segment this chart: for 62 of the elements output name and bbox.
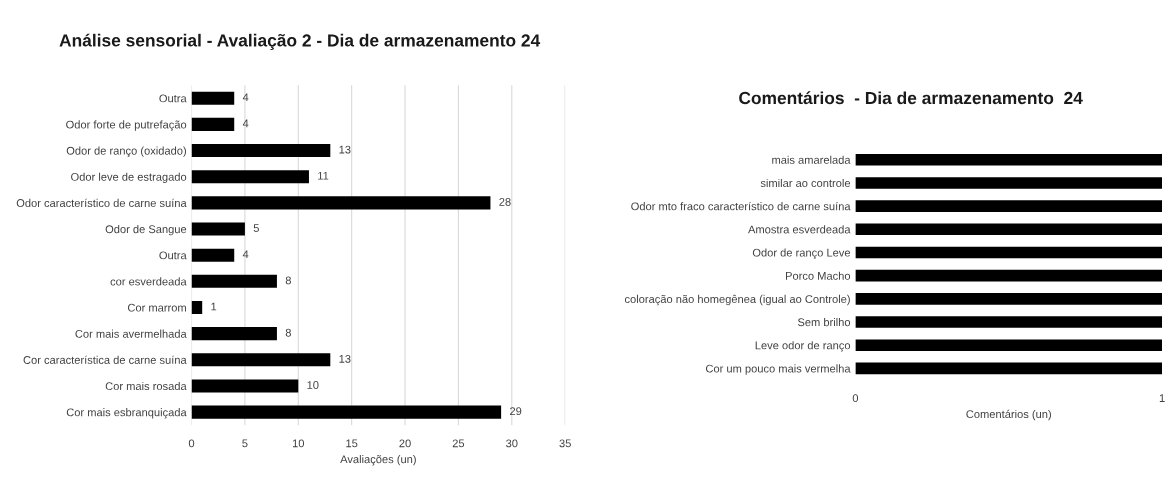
x-tick-label: 0 [852, 394, 859, 403]
chart-title: Análise sensorial - Avaliação 2 - Dia de armazenamento 24 [59, 33, 541, 51]
data-label: 8 [285, 328, 291, 337]
data-label: 10 [307, 381, 319, 389]
y-tick-label: similar ao controle [760, 178, 851, 188]
y-tick-label: Cor mais avermelhada [75, 329, 187, 338]
data-label: 4 [242, 119, 249, 128]
y-tick-label: Cor mais rosada [105, 381, 187, 391]
bar [191, 222, 245, 236]
bar [191, 196, 491, 210]
y-tick-label: coloração não homegênea (igual ao Controle) [624, 294, 850, 306]
y-tick-label: Amostra esverdeada [748, 225, 851, 234]
y-tick-label: mais amarelada [772, 155, 851, 164]
x-tick-label: 0 [188, 439, 195, 448]
y-tick-label: cor esverdeada [110, 277, 187, 286]
y-tick-label: Leve odor de ranço [755, 341, 851, 352]
x-tick-label: 20 [399, 439, 411, 448]
bar [191, 327, 277, 341]
chart-title: Comentários - Dia de armazenamento 24 [739, 91, 1083, 105]
bar [191, 170, 309, 184]
bar [191, 405, 502, 419]
x-axis-title: Comentários (un) [966, 409, 1051, 421]
y-tick-label: Outra [159, 94, 187, 103]
data-label: 4 [242, 250, 249, 259]
x-tick-label: 25 [452, 439, 465, 448]
bar [191, 143, 331, 158]
y-tick-label: Sem brilho [797, 318, 851, 327]
data-label: 11 [318, 171, 329, 180]
x-tick-label: 30 [506, 439, 518, 448]
x-tick-label: 10 [292, 439, 305, 448]
data-label: 5 [253, 224, 259, 232]
bar [191, 379, 299, 393]
bar [191, 248, 235, 262]
data-label: 13 [339, 145, 351, 154]
bar [191, 353, 331, 367]
bar [191, 300, 203, 315]
y-tick-label: Odor de ranço Leve [752, 248, 851, 259]
x-tick-label: 35 [559, 439, 571, 448]
x-axis-title: Avaliações (un) [340, 455, 416, 466]
y-tick-label: Cor mais esbranquiçada [66, 408, 187, 419]
bar [191, 274, 277, 288]
x-tick-label: 5 [242, 439, 248, 448]
x-tick-label: 15 [346, 439, 358, 448]
data-label: 8 [285, 276, 291, 285]
bar [191, 91, 235, 105]
y-tick-label: Cor um pouco mais vermelha [706, 364, 851, 375]
data-label: 4 [242, 93, 249, 102]
y-tick-label: Odor forte de putrefação [66, 120, 187, 131]
y-tick-label: Cor característica de carne suína [23, 355, 187, 364]
data-label: 29 [510, 407, 522, 416]
data-label: 13 [339, 354, 351, 363]
y-tick-label: Porco Macho [785, 271, 851, 280]
y-tick-label: Odor de Sangue [105, 224, 187, 236]
y-tick-label: Outra [159, 251, 187, 260]
y-tick-label: Odor mto fraco característico de carne suína [631, 201, 851, 211]
data-label: 1 [211, 302, 217, 311]
data-label: 28 [499, 197, 511, 206]
bar [191, 117, 235, 131]
y-tick-label: Cor marrom [127, 303, 186, 312]
y-tick-label: Odor característico de carne suína [16, 198, 187, 207]
y-tick-label: Odor leve de estragado [71, 172, 187, 184]
y-tick-label: Odor de ranço (oxidado) [66, 146, 186, 157]
